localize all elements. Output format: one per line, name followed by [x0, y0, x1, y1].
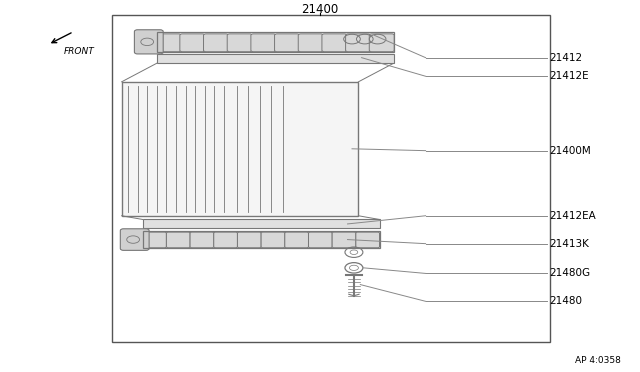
FancyBboxPatch shape	[166, 232, 190, 248]
FancyBboxPatch shape	[156, 34, 181, 52]
Text: 21480G: 21480G	[549, 269, 590, 278]
Text: 21412: 21412	[549, 53, 582, 62]
FancyBboxPatch shape	[251, 34, 276, 52]
FancyBboxPatch shape	[275, 34, 300, 52]
FancyBboxPatch shape	[227, 34, 252, 52]
Bar	[157, 32, 394, 52]
FancyBboxPatch shape	[261, 232, 285, 248]
Text: 21400M: 21400M	[549, 146, 591, 155]
FancyBboxPatch shape	[180, 34, 205, 52]
Bar	[122, 82, 358, 216]
FancyBboxPatch shape	[134, 30, 163, 54]
FancyBboxPatch shape	[143, 232, 166, 248]
Bar	[143, 231, 380, 248]
FancyBboxPatch shape	[346, 34, 371, 52]
Text: FRONT: FRONT	[64, 46, 95, 55]
Polygon shape	[143, 219, 380, 228]
FancyBboxPatch shape	[190, 232, 214, 248]
FancyBboxPatch shape	[356, 232, 380, 248]
Polygon shape	[157, 54, 394, 63]
FancyBboxPatch shape	[308, 232, 332, 248]
Text: 21413K: 21413K	[549, 239, 589, 248]
FancyBboxPatch shape	[237, 232, 261, 248]
FancyBboxPatch shape	[322, 34, 347, 52]
FancyBboxPatch shape	[332, 232, 356, 248]
FancyBboxPatch shape	[204, 34, 228, 52]
FancyBboxPatch shape	[298, 34, 323, 52]
Text: AP 4:0358: AP 4:0358	[575, 356, 621, 365]
FancyBboxPatch shape	[285, 232, 308, 248]
Text: 21412E: 21412E	[549, 71, 589, 81]
Bar	[112, 15, 550, 342]
FancyBboxPatch shape	[214, 232, 237, 248]
FancyBboxPatch shape	[120, 229, 149, 250]
Text: 21412EA: 21412EA	[549, 211, 596, 221]
Text: 21400: 21400	[301, 3, 339, 16]
FancyBboxPatch shape	[369, 34, 394, 52]
Text: 21480: 21480	[549, 296, 582, 306]
